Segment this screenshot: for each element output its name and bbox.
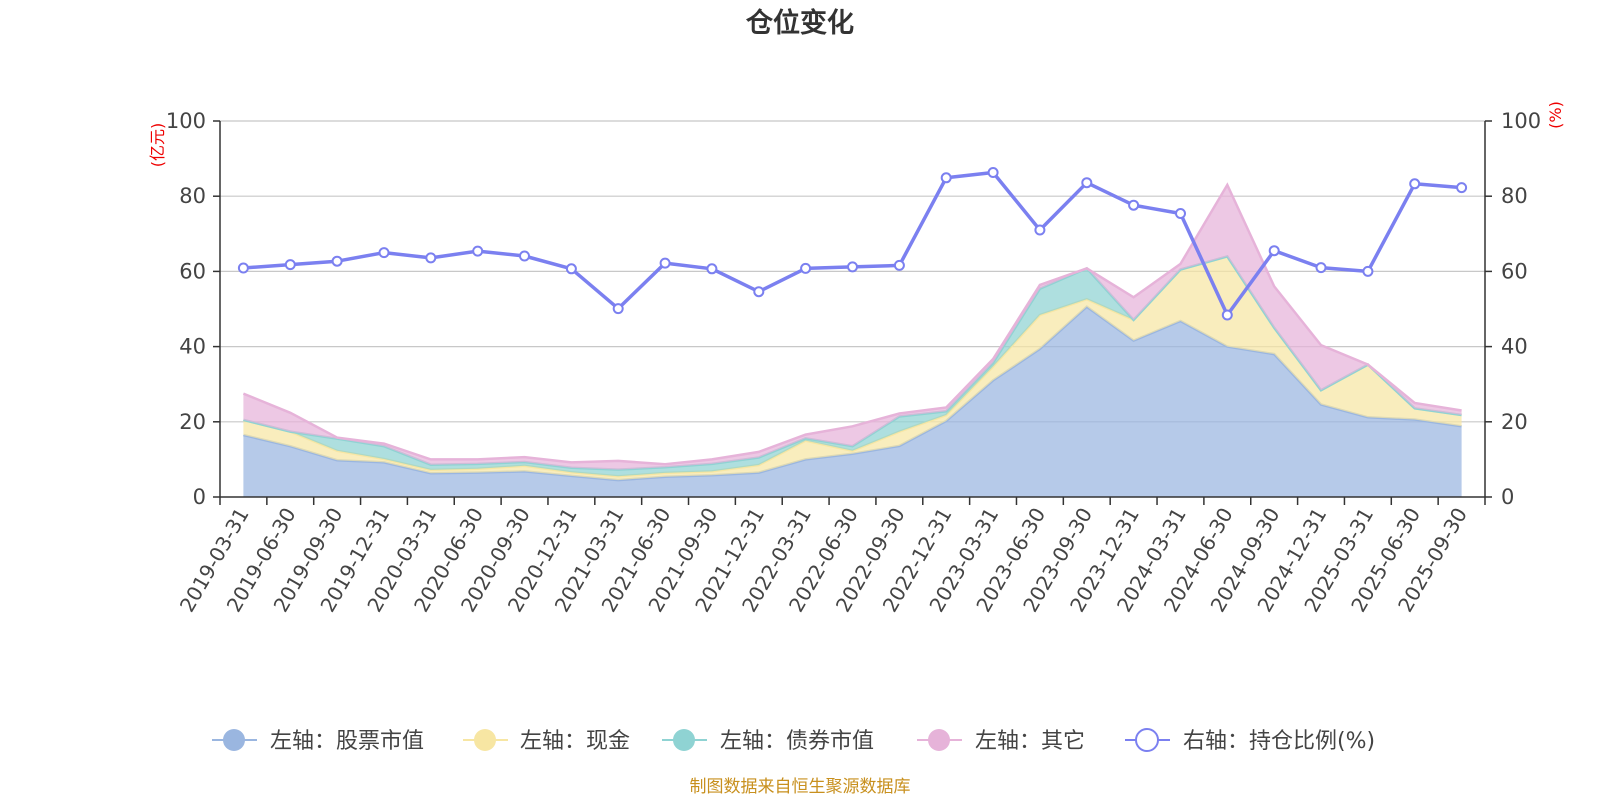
- ratio-point[interactable]: [237, 262, 249, 274]
- right-tick-label: 40: [1501, 335, 1528, 359]
- ratio-point[interactable]: [753, 286, 765, 298]
- right-axis-unit: (%): [1546, 101, 1565, 129]
- ratio-point[interactable]: [940, 172, 952, 184]
- right-tick-label: 60: [1501, 259, 1528, 283]
- chart-title: 仓位变化: [745, 7, 854, 39]
- ratio-point[interactable]: [519, 250, 530, 262]
- area-series-2: [243, 256, 1462, 477]
- ratio-point[interactable]: [612, 303, 624, 315]
- left-tick-label: 60: [179, 259, 206, 283]
- right-tick-label: 100: [1501, 109, 1541, 133]
- left-tick-label: 40: [179, 335, 206, 359]
- ratio-point[interactable]: [565, 263, 577, 275]
- legend-cash-marker: [474, 729, 496, 751]
- legend-other-label: 左轴：其它: [975, 729, 1085, 754]
- ratio-point[interactable]: [1221, 309, 1233, 321]
- legend-item-other[interactable]: 左轴：其它: [917, 729, 1085, 754]
- left-axis-ticks: 0 20 40 60 80 100: [166, 109, 220, 509]
- ratio-point[interactable]: [1315, 262, 1327, 274]
- ratio-point[interactable]: [425, 252, 437, 264]
- stacked-areas: [242, 182, 1462, 497]
- ratio-point[interactable]: [893, 259, 905, 271]
- right-tick-label: 0: [1501, 485, 1514, 509]
- ratio-point[interactable]: [284, 259, 296, 271]
- ratio-point[interactable]: [1456, 182, 1468, 194]
- axes: [219, 121, 1486, 498]
- legend-ratio-label: 右轴：持仓比例(%): [1183, 729, 1375, 754]
- legend-ratio-marker: [1135, 728, 1159, 752]
- right-axis-ticks: 0 20 40 60 80 100: [1485, 109, 1541, 509]
- source-note: 制图数据来自恒生聚源数据库: [690, 777, 911, 797]
- legend: 左轴：股票市值 左轴：现金 左轴：债券市值 左轴：其它 右轴：持仓比例(%): [212, 728, 1375, 754]
- legend-item-stock[interactable]: 左轴：股票市值: [212, 729, 424, 754]
- left-axis-unit: (亿元): [148, 123, 167, 168]
- ratio-point[interactable]: [847, 261, 858, 273]
- legend-other-marker: [928, 729, 950, 751]
- legend-item-bond[interactable]: 左轴：债券市值: [662, 729, 874, 754]
- ratio-point[interactable]: [659, 257, 671, 269]
- area-series-0: [243, 306, 1462, 497]
- ratio-point[interactable]: [987, 167, 999, 178]
- ratio-point[interactable]: [472, 245, 484, 257]
- ratio-point[interactable]: [1409, 178, 1421, 190]
- x-axis-ticks: 2019-03-312019-06-302019-09-302019-12-31…: [175, 497, 1486, 616]
- ratio-point[interactable]: [1175, 208, 1186, 219]
- ratio-point[interactable]: [1362, 265, 1374, 277]
- legend-item-cash[interactable]: 左轴：现金: [463, 729, 630, 754]
- legend-item-ratio[interactable]: 右轴：持仓比例(%): [1125, 728, 1375, 754]
- ratio-line: [237, 167, 1468, 321]
- ratio-point[interactable]: [1268, 245, 1280, 257]
- ratio-point[interactable]: [800, 262, 812, 274]
- legend-cash-label: 左轴：现金: [520, 729, 630, 754]
- right-tick-label: 80: [1501, 184, 1528, 208]
- ratio-point[interactable]: [1128, 199, 1140, 211]
- legend-stock-marker: [223, 729, 245, 751]
- legend-bond-label: 左轴：债券市值: [720, 729, 874, 754]
- left-tick-label: 0: [193, 485, 206, 509]
- left-tick-label: 20: [179, 410, 206, 434]
- ratio-point[interactable]: [1081, 177, 1093, 189]
- area-series-1: [243, 256, 1462, 481]
- ratio-point[interactable]: [378, 247, 390, 259]
- area-outline-series-3: [242, 182, 1462, 466]
- left-tick-label: 80: [179, 184, 206, 208]
- ratio-point[interactable]: [331, 255, 343, 267]
- legend-bond-marker: [673, 729, 695, 751]
- legend-stock-label: 左轴：股票市值: [270, 729, 424, 754]
- right-tick-label: 20: [1501, 410, 1528, 434]
- ratio-point[interactable]: [1034, 224, 1046, 236]
- ratio-point[interactable]: [706, 263, 718, 275]
- left-tick-label: 100: [166, 109, 206, 133]
